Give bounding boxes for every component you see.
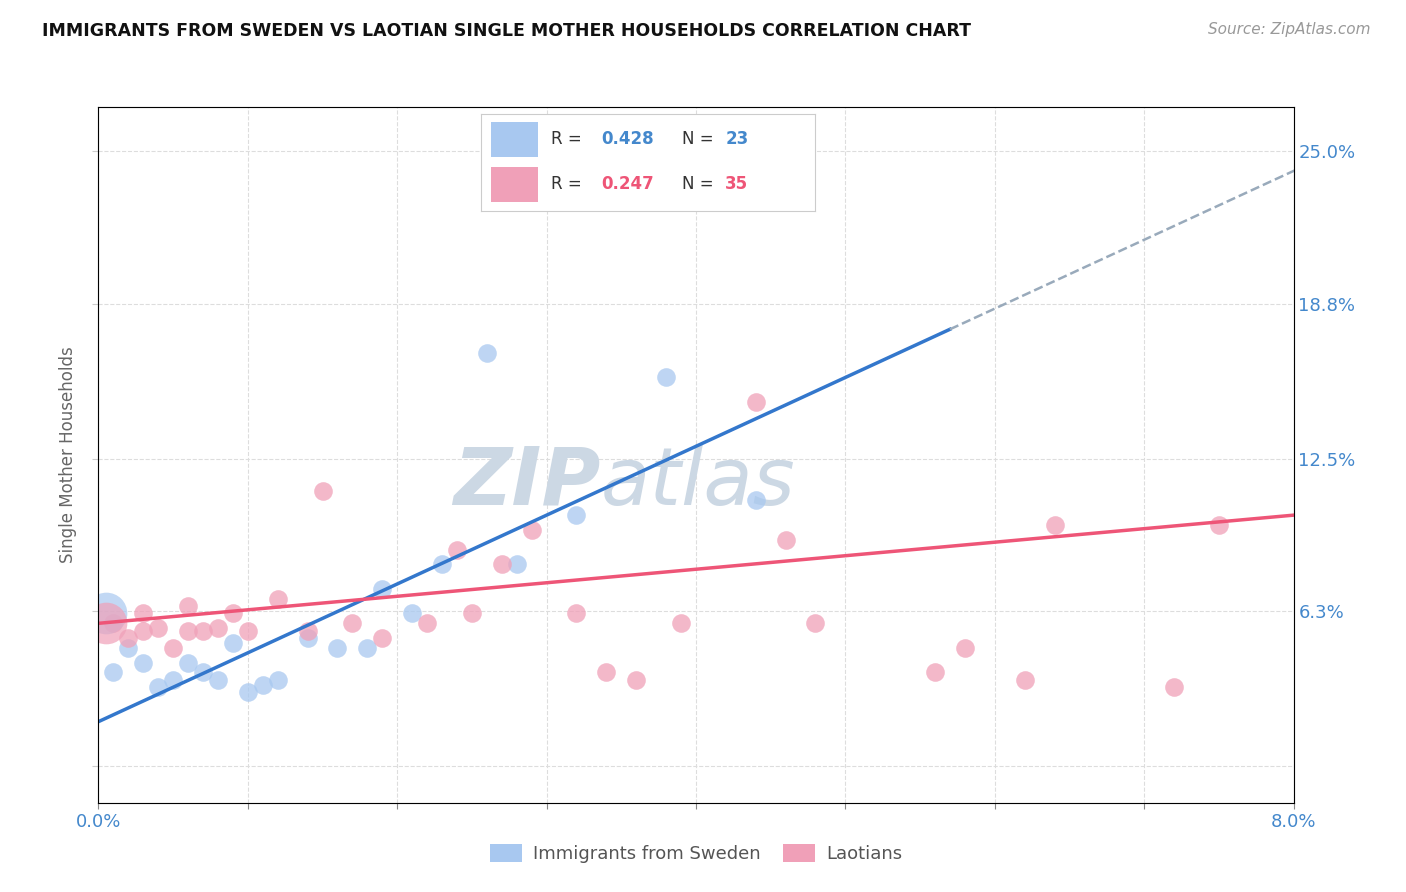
Point: [371, 582, 394, 596]
Point: [162, 673, 184, 687]
Point: [1043, 518, 1066, 533]
Point: [416, 616, 439, 631]
Point: [267, 591, 290, 606]
Point: [506, 558, 529, 572]
Point: [342, 616, 364, 631]
Point: [148, 680, 170, 694]
Point: [655, 370, 678, 384]
Point: [207, 621, 229, 635]
Text: Source: ZipAtlas.com: Source: ZipAtlas.com: [1208, 22, 1371, 37]
Point: [669, 616, 692, 631]
Point: [745, 493, 768, 508]
Point: [565, 508, 588, 523]
Point: [177, 656, 200, 670]
Point: [1208, 518, 1230, 533]
Point: [94, 616, 117, 631]
Point: [297, 631, 319, 645]
Point: [117, 631, 139, 645]
Point: [520, 523, 543, 537]
Point: [775, 533, 797, 547]
Point: [356, 640, 378, 655]
Point: [491, 558, 513, 572]
Point: [252, 678, 274, 692]
Point: [745, 395, 768, 409]
Text: IMMIGRANTS FROM SWEDEN VS LAOTIAN SINGLE MOTHER HOUSEHOLDS CORRELATION CHART: IMMIGRANTS FROM SWEDEN VS LAOTIAN SINGLE…: [42, 22, 972, 40]
Point: [222, 636, 245, 650]
Point: [236, 624, 259, 638]
Point: [191, 665, 214, 680]
Point: [236, 685, 259, 699]
Point: [162, 640, 184, 655]
Point: [924, 665, 946, 680]
Point: [103, 665, 125, 680]
Point: [430, 558, 453, 572]
Point: [132, 607, 155, 621]
Point: [94, 607, 117, 621]
Point: [1163, 680, 1185, 694]
Point: [177, 599, 200, 614]
Point: [177, 624, 200, 638]
Point: [222, 607, 245, 621]
Point: [371, 631, 394, 645]
Point: [446, 542, 468, 557]
Point: [148, 621, 170, 635]
Text: ZIP: ZIP: [453, 443, 600, 522]
Point: [475, 346, 498, 360]
Point: [117, 640, 139, 655]
Point: [326, 640, 349, 655]
Point: [132, 624, 155, 638]
Point: [191, 624, 214, 638]
Point: [207, 673, 229, 687]
Point: [595, 665, 617, 680]
Point: [401, 607, 423, 621]
Point: [953, 640, 976, 655]
Point: [132, 656, 155, 670]
Point: [103, 616, 125, 631]
Point: [1014, 673, 1036, 687]
Point: [297, 624, 319, 638]
Point: [624, 673, 647, 687]
Legend: Immigrants from Sweden, Laotians: Immigrants from Sweden, Laotians: [482, 837, 910, 871]
Y-axis label: Single Mother Households: Single Mother Households: [59, 347, 77, 563]
Point: [311, 483, 333, 498]
Text: atlas: atlas: [600, 443, 796, 522]
Point: [461, 607, 484, 621]
Point: [565, 607, 588, 621]
Point: [267, 673, 290, 687]
Point: [804, 616, 827, 631]
